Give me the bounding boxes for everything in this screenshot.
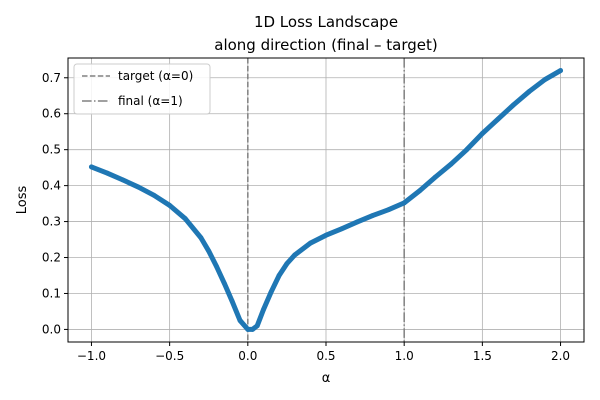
loss-data-point	[323, 232, 329, 238]
loss-data-point	[401, 200, 407, 206]
loss-data-point	[254, 323, 260, 329]
loss-data-point	[479, 131, 485, 136]
loss-data-point	[339, 226, 345, 232]
loss-data-point	[354, 219, 360, 225]
y-tick-label: 0.2	[42, 251, 61, 265]
loss-data-point	[464, 147, 470, 153]
loss-data-point	[526, 89, 532, 94]
x-tick-label: −1.0	[77, 349, 106, 363]
series-group	[88, 68, 564, 332]
loss-data-point	[221, 281, 227, 286]
loss-data-point	[104, 170, 110, 176]
loss-data-point	[268, 289, 274, 295]
legend-label-target: target (α=0)	[118, 69, 193, 83]
loss-data-point	[276, 273, 282, 278]
y-tick-label: 0.3	[42, 215, 61, 229]
loss-data-point	[292, 252, 298, 258]
loss-data-point	[229, 298, 235, 304]
loss-data-point	[448, 161, 454, 167]
x-tick-label: −0.5	[155, 349, 184, 363]
loss-data-point	[284, 261, 290, 267]
y-tick-label: 0.5	[42, 143, 61, 157]
x-tick-label: 1.5	[473, 349, 492, 363]
x-tick-label: 2.0	[551, 349, 570, 363]
legend: target (α=0) final (α=1)	[73, 63, 211, 115]
loss-data-point	[245, 327, 251, 332]
loss-data-point	[89, 164, 94, 170]
loss-data-point	[307, 240, 313, 246]
loss-data-point	[214, 264, 219, 269]
loss-data-point	[120, 177, 126, 183]
y-tick-label: 0.4	[42, 179, 61, 193]
loss-data-point	[558, 68, 563, 73]
loss-data-point	[167, 202, 173, 208]
loss-data-point	[261, 307, 266, 313]
legend-label-final: final (α=1)	[118, 94, 183, 108]
x-axis-label: α	[322, 371, 331, 386]
chart-title-line-1: 1D Loss Landscape	[254, 13, 398, 31]
loss-data-point	[495, 116, 501, 122]
loss-data-point	[542, 77, 548, 82]
loss-data-point	[433, 174, 438, 180]
y-tick-label: 0.1	[42, 286, 61, 300]
loss-data-point	[417, 188, 423, 194]
loss-data-point	[135, 184, 141, 190]
x-axis-ticks: −1.0 −0.5 0.0 0.5 1.0 1.5 2.0	[77, 342, 570, 363]
y-tick-label: 0.7	[42, 71, 61, 85]
x-tick-label: 0.5	[316, 349, 335, 363]
grid	[68, 58, 584, 342]
loss-data-point	[511, 102, 517, 108]
x-tick-label: 1.0	[395, 349, 414, 363]
chart-title-line-2: along direction (final – target)	[214, 36, 438, 54]
loss-data-point	[198, 235, 204, 241]
loss-curve-line	[88, 68, 564, 332]
loss-data-point	[250, 327, 255, 332]
y-axis-ticks: 0.0 0.1 0.2 0.3 0.4 0.5 0.6 0.7	[42, 71, 68, 336]
loss-data-point	[182, 216, 188, 222]
y-tick-label: 0.0	[42, 322, 61, 336]
loss-data-point	[206, 248, 212, 254]
loss-data-point	[237, 318, 243, 323]
loss-data-point	[386, 207, 391, 213]
x-tick-label: 0.0	[238, 349, 257, 363]
y-axis-label: Loss	[15, 186, 30, 215]
loss-data-point	[370, 213, 376, 218]
y-tick-label: 0.6	[42, 107, 61, 121]
loss-data-point	[151, 192, 157, 198]
